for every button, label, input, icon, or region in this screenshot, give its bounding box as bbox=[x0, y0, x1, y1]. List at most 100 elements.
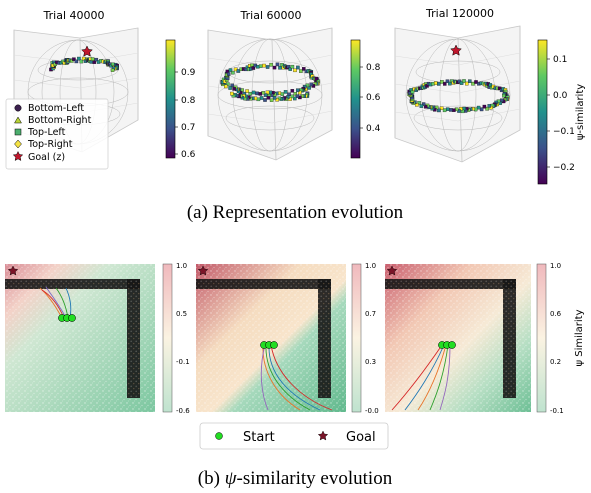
representation-point bbox=[94, 57, 99, 62]
colorbar-tick: -0.1 bbox=[550, 407, 564, 415]
colorbar-tick: −0.1 bbox=[553, 127, 575, 137]
legend-marker-square bbox=[14, 128, 22, 136]
representation-point bbox=[226, 72, 231, 76]
wall bbox=[385, 279, 516, 289]
representation-point bbox=[283, 90, 288, 94]
representation-point bbox=[293, 96, 297, 101]
representation-point bbox=[53, 62, 57, 67]
representation-point bbox=[471, 82, 475, 86]
representation-point bbox=[256, 97, 261, 102]
colorbar-tick: 1.0 bbox=[365, 262, 376, 270]
representation-point bbox=[423, 105, 428, 109]
representation-point bbox=[290, 64, 295, 69]
representation-point bbox=[245, 89, 249, 93]
legend-label: Bottom-Right bbox=[28, 115, 92, 126]
representation-point bbox=[497, 86, 502, 91]
representation-point bbox=[224, 84, 228, 89]
colorbar-tick: 0.6 bbox=[550, 310, 562, 318]
start-point bbox=[270, 341, 278, 349]
colorbar-tick: 0.8 bbox=[366, 63, 381, 73]
representation-point bbox=[255, 91, 259, 96]
panel-heatmap-3: 1.0 0.6 0.2 -0.1 ψ Similarity bbox=[385, 262, 585, 415]
colorbar-tick: 0.7 bbox=[365, 310, 376, 318]
representation-points bbox=[49, 56, 119, 72]
colorbar-tick: -0.0 bbox=[365, 407, 379, 415]
start-point bbox=[448, 341, 456, 349]
representation-point bbox=[269, 62, 273, 67]
legend-marker-diamond bbox=[14, 139, 22, 149]
start-points bbox=[58, 314, 76, 322]
trajectories bbox=[260, 344, 333, 411]
axes-3d-box bbox=[394, 25, 521, 163]
wall bbox=[196, 279, 331, 289]
representation-point bbox=[288, 67, 292, 71]
representation-point bbox=[437, 82, 441, 86]
colorbar-label: ψ Similarity bbox=[574, 309, 585, 366]
wall bbox=[503, 279, 516, 398]
colorbar-tick: 0.3 bbox=[365, 358, 376, 366]
representation-point bbox=[474, 80, 478, 84]
representation-point bbox=[459, 81, 464, 85]
colorbar-tick: 0.2 bbox=[550, 358, 561, 366]
representation-point bbox=[296, 65, 300, 70]
panel-title: Trial 60000 bbox=[240, 9, 302, 22]
representation-point bbox=[487, 104, 492, 108]
wall bbox=[127, 279, 140, 398]
legend-label: Goal (z) bbox=[28, 152, 65, 163]
panel-trial-60000: Trial 60000 0.8 0.6 0.4 bbox=[207, 9, 381, 161]
representation-point bbox=[266, 96, 271, 100]
representation-point bbox=[286, 64, 291, 69]
colorbar: 1.0 0.7 0.3 -0.0 bbox=[351, 262, 379, 415]
legend-label: Goal bbox=[346, 430, 376, 445]
legend-marker-start bbox=[215, 432, 223, 440]
representation-point bbox=[228, 86, 232, 90]
representation-point bbox=[265, 90, 270, 95]
legend-bottom: Start Goal bbox=[199, 422, 389, 450]
representation-point bbox=[265, 65, 270, 69]
representation-point bbox=[293, 92, 298, 96]
colorbar-tick: 0.4 bbox=[366, 124, 381, 134]
representation-point bbox=[462, 79, 466, 83]
colorbar-tick: 1.0 bbox=[176, 262, 187, 270]
colorbar-tick: 0.9 bbox=[181, 68, 196, 78]
colorbar-tick: 0.0 bbox=[553, 91, 568, 101]
representation-point bbox=[452, 108, 456, 112]
representation-point bbox=[251, 66, 256, 70]
sphere-wireframe bbox=[405, 38, 511, 152]
legend-marker-star bbox=[12, 150, 24, 161]
representation-point bbox=[307, 86, 311, 90]
legend-marker-triangle bbox=[14, 116, 22, 124]
representation-point bbox=[269, 98, 274, 102]
representation-point bbox=[231, 70, 235, 75]
representation-point bbox=[258, 92, 263, 96]
representation-point bbox=[79, 59, 84, 64]
panel-title: Trial 120000 bbox=[425, 7, 494, 20]
representation-point bbox=[309, 82, 314, 87]
representation-point bbox=[465, 81, 469, 86]
start-point bbox=[68, 314, 76, 322]
colorbar: 1.0 0.6 0.2 -0.1 ψ Similarity bbox=[536, 262, 585, 415]
representation-point bbox=[268, 90, 273, 95]
representation-point bbox=[502, 93, 506, 98]
representation-point bbox=[230, 91, 234, 96]
representation-point bbox=[417, 101, 421, 105]
representation-point bbox=[410, 90, 415, 94]
representation-point bbox=[421, 102, 426, 106]
representation-point bbox=[434, 81, 438, 85]
colorbar-label: ψ-similarity bbox=[575, 84, 586, 140]
representation-point bbox=[263, 93, 268, 97]
representation-point bbox=[286, 95, 290, 99]
wall bbox=[318, 279, 331, 398]
panel-trial-40000: Trial 40000 0.9 0.8 0.7 bbox=[5, 9, 196, 170]
colorbar-tick: −0.2 bbox=[553, 163, 575, 173]
representation-point bbox=[262, 63, 266, 68]
representation-point bbox=[226, 82, 230, 86]
representation-point bbox=[449, 108, 453, 112]
legend-label: Bottom-Left bbox=[28, 103, 84, 114]
colorbar-tick: 0.8 bbox=[181, 96, 196, 106]
representation-point bbox=[290, 89, 295, 93]
representation-point bbox=[485, 107, 489, 111]
representation-point bbox=[298, 90, 302, 95]
representation-point bbox=[437, 108, 441, 113]
representation-point bbox=[251, 90, 256, 95]
